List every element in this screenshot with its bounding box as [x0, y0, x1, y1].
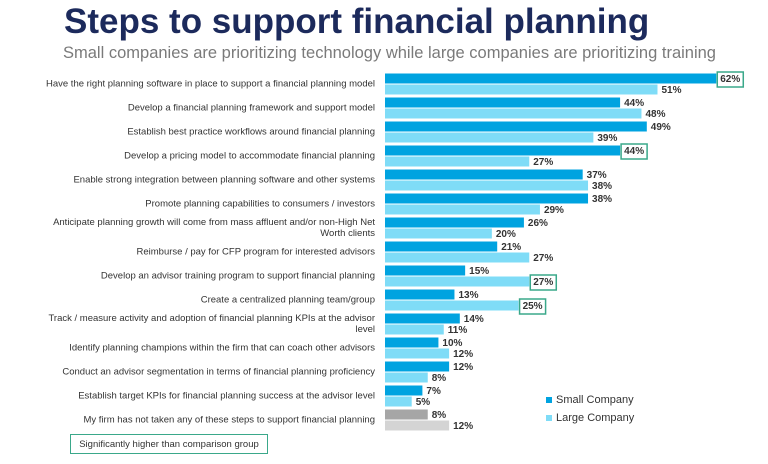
value-label: 13% — [458, 290, 478, 301]
bar — [385, 97, 621, 108]
value-label: 39% — [597, 133, 617, 144]
bar — [385, 420, 450, 431]
bar — [385, 84, 658, 95]
value-label: 44% — [624, 98, 644, 109]
bar — [385, 409, 428, 420]
category-label: Have the right planning software in plac… — [45, 78, 375, 90]
bar — [385, 180, 589, 191]
category-label: Develop a pricing model to accommodate f… — [124, 150, 375, 162]
bar — [385, 204, 540, 215]
value-label: 44% — [624, 146, 644, 157]
value-label: 27% — [533, 253, 553, 264]
category-label: Create a centralized planning team/group — [200, 294, 375, 306]
category-label: Reimburse / pay for CFP program for inte… — [136, 246, 375, 258]
bar — [385, 252, 530, 263]
highlight-box — [620, 143, 648, 160]
bar — [385, 300, 519, 311]
bar — [385, 169, 583, 180]
highlight-box — [529, 274, 558, 291]
value-label: 12% — [453, 349, 473, 360]
value-label: 51% — [661, 85, 681, 96]
bar — [385, 156, 530, 167]
legend-swatch — [546, 415, 552, 421]
legend-label: Small Company — [556, 394, 634, 406]
value-label: 8% — [432, 410, 447, 421]
bar — [385, 265, 466, 276]
value-label: 38% — [592, 181, 612, 192]
bar — [385, 73, 717, 84]
category-label: Track / measure activity and adoption of… — [48, 313, 375, 335]
value-label: 38% — [592, 194, 612, 205]
bar — [385, 276, 530, 287]
bar — [385, 145, 621, 156]
bar — [385, 132, 594, 143]
highlight-box — [716, 71, 745, 88]
bar — [385, 324, 444, 335]
bar — [385, 108, 642, 119]
value-label: 12% — [453, 362, 473, 373]
bar — [385, 193, 589, 204]
category-label: Develop an advisor training program to s… — [100, 270, 375, 282]
category-label: Identify planning champions within the f… — [69, 342, 375, 354]
value-label: 21% — [501, 242, 521, 253]
category-label: Enable strong integration between planni… — [73, 174, 375, 186]
value-label: 48% — [645, 109, 665, 120]
value-label: 14% — [464, 314, 484, 325]
value-label: 27% — [533, 157, 553, 168]
bar — [385, 241, 498, 252]
category-label: Establish best practice workflows around… — [127, 126, 375, 138]
bar — [385, 121, 647, 132]
value-label: 10% — [442, 338, 462, 349]
bar — [385, 217, 524, 228]
highlight-box — [518, 298, 547, 315]
category-label: Develop a financial planning framework a… — [127, 102, 375, 114]
bar — [385, 396, 412, 407]
value-label: 37% — [587, 170, 607, 181]
value-label: 12% — [453, 421, 473, 432]
value-label: 20% — [496, 229, 516, 240]
value-label: 8% — [432, 373, 447, 384]
bar — [385, 337, 439, 348]
value-label: 25% — [523, 301, 543, 312]
bar — [385, 289, 455, 300]
bar — [385, 372, 428, 383]
value-label: 15% — [469, 266, 489, 277]
legend-swatch — [546, 397, 552, 403]
value-label: 62% — [720, 74, 740, 85]
value-label: 26% — [528, 218, 548, 229]
category-label: Anticipate planning growth will come fro… — [53, 217, 375, 239]
category-label: Promote planning capabilities to consume… — [145, 198, 375, 210]
value-label: 5% — [416, 397, 431, 408]
legend-label: Large Company — [556, 412, 635, 424]
category-label: Conduct an advisor segmentation in terms… — [62, 366, 375, 378]
value-label: 29% — [544, 205, 564, 216]
chart-subtitle: Small companies are prioritizing technol… — [63, 44, 716, 62]
value-label: 27% — [533, 277, 553, 288]
bar — [385, 228, 492, 239]
bar — [385, 385, 423, 396]
bar — [385, 313, 460, 324]
chart-title: Steps to support financial planning — [64, 2, 650, 41]
highlight-note: Significantly higher than comparison gro… — [70, 434, 268, 454]
bar — [385, 361, 450, 372]
value-label: 11% — [448, 325, 468, 336]
category-label: Establish target KPIs for financial plan… — [78, 390, 375, 402]
value-label: 7% — [426, 386, 441, 397]
bar — [385, 348, 450, 359]
category-label: My firm has not taken any of these steps… — [83, 414, 376, 426]
value-label: 49% — [651, 122, 671, 133]
